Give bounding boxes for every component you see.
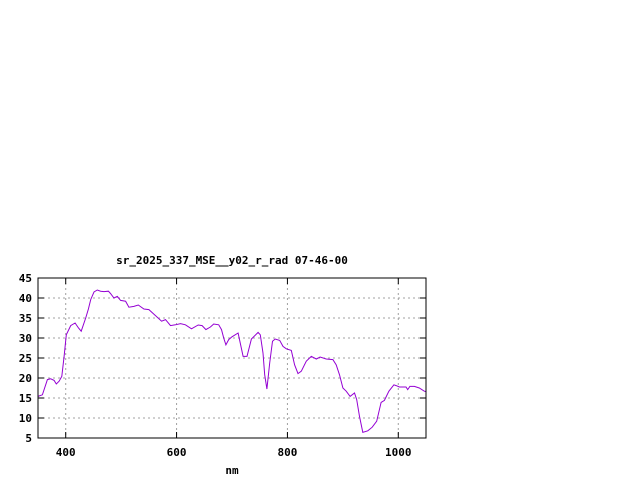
x-tick-label: 1000: [385, 446, 412, 459]
x-tick-label: 600: [167, 446, 187, 459]
y-tick-label: 30: [19, 332, 32, 345]
plot-border: [37, 277, 427, 439]
y-tick-labels: 5 10 15 20 25 30 35 40 45: [19, 272, 32, 445]
x-tick-label: 400: [56, 446, 76, 459]
series-line: [37, 289, 427, 434]
x-tick-label: 800: [277, 446, 297, 459]
grid: [38, 278, 426, 438]
x-axis-label: nm: [225, 464, 239, 477]
y-tick-label: 10: [19, 412, 32, 425]
y-tick-label: 5: [25, 432, 32, 445]
y-tick-label: 40: [19, 292, 32, 305]
ticks: [38, 277, 426, 439]
chart-title: sr_2025_337_MSE__y02_r_rad 07-46-00: [116, 254, 348, 267]
x-tick-labels: 400 600 800 1000: [56, 446, 412, 459]
y-tick-label: 20: [19, 372, 32, 385]
y-tick-label: 25: [19, 352, 32, 365]
y-tick-label: 35: [19, 312, 32, 325]
y-tick-label: 45: [19, 272, 32, 285]
y-tick-label: 15: [19, 392, 32, 405]
